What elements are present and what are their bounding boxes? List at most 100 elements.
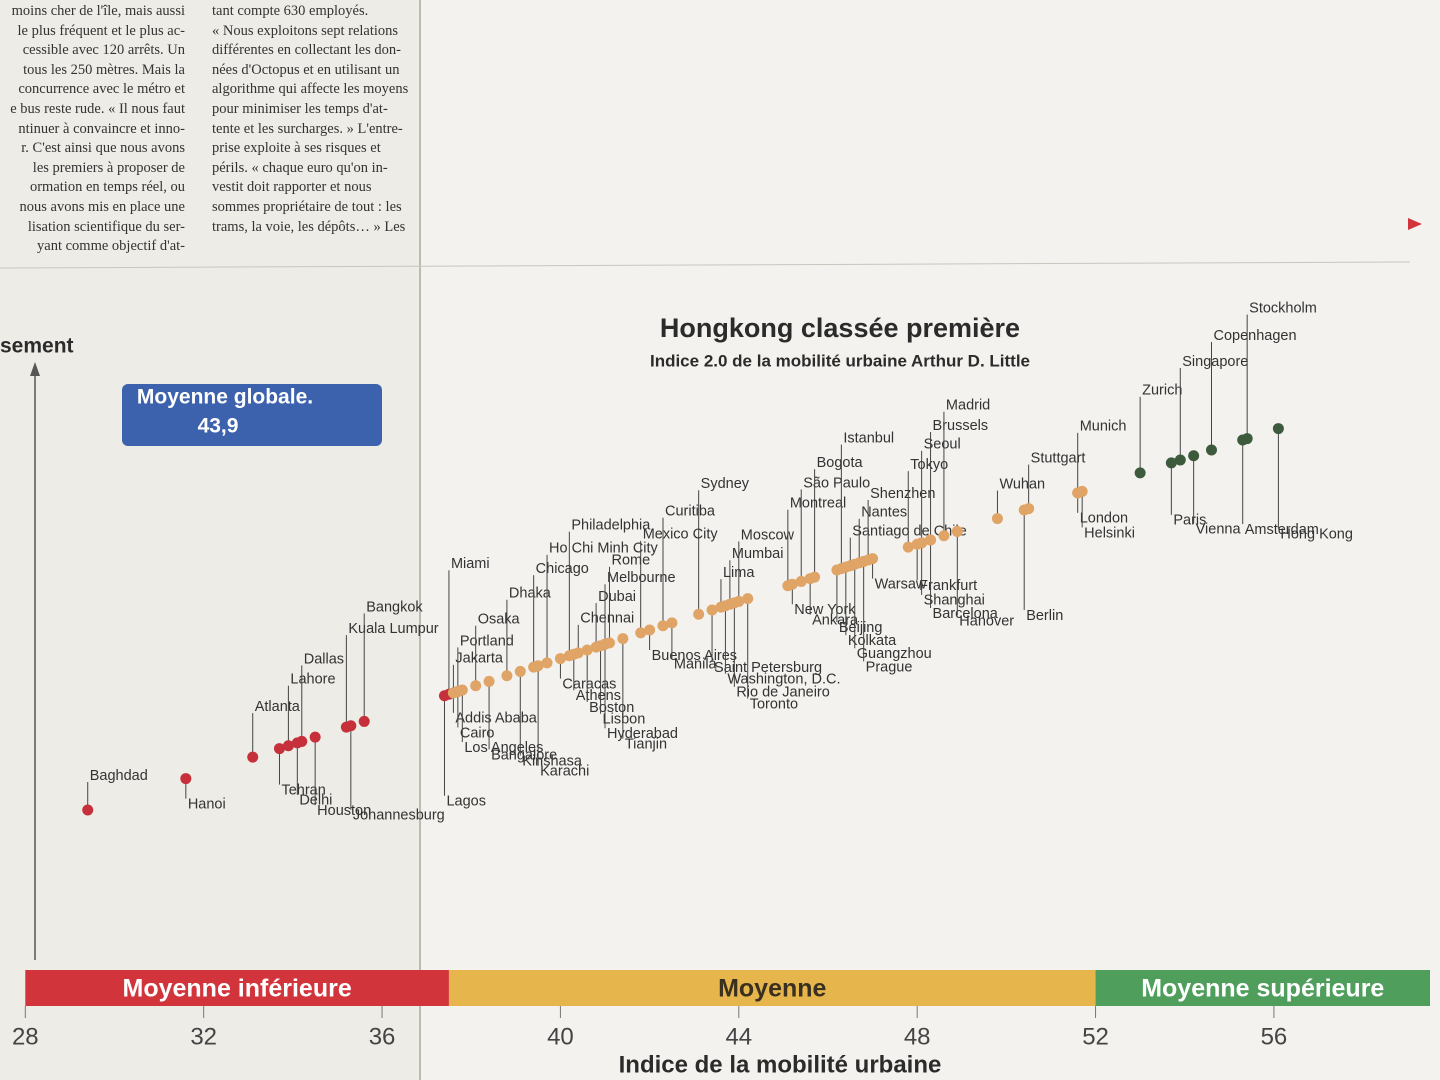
city-label: Brussels — [933, 418, 989, 434]
dot — [581, 644, 593, 656]
dot — [635, 627, 647, 639]
text-line: différentes en collectant les don- — [212, 42, 401, 59]
city-label: Santiago de Chile — [852, 524, 966, 540]
dot — [742, 593, 754, 605]
dot — [1205, 444, 1217, 456]
city-label: Tokyo — [910, 457, 948, 473]
city-label: Shenzhen — [870, 486, 935, 502]
city-label: Osaka — [478, 612, 521, 628]
x-tick-label: 56 — [1261, 1023, 1288, 1050]
band-label: Moyenne inférieure — [123, 975, 352, 1003]
band — [1095, 970, 1430, 1006]
dot — [282, 740, 294, 752]
text-line: concurrence avec le métro et — [18, 81, 185, 98]
chart-subtitle: Indice 2.0 de la mobilité urbaine Arthur… — [650, 351, 1030, 370]
city-label: Frankfurt — [919, 578, 977, 594]
city-label: Bogota — [817, 455, 864, 471]
dot — [345, 720, 357, 732]
average-label: Moyenne globale. — [137, 386, 313, 409]
dot — [296, 735, 308, 747]
continue-arrow — [1408, 218, 1422, 230]
city-label: Lagos — [446, 794, 486, 810]
city-label: Chicago — [536, 561, 589, 577]
dot — [786, 578, 798, 590]
city-label: Beijing — [839, 620, 883, 636]
dot — [1076, 485, 1088, 497]
text-line: les premiers à proposer de — [32, 159, 185, 176]
city-label: Curitiba — [665, 504, 716, 520]
text-line: pour minimiser les temps d'at- — [212, 100, 388, 117]
city-label: Istanbul — [843, 430, 894, 446]
chart-title: Hongkong classée première — [660, 313, 1020, 343]
city-label: Los Angeles — [464, 740, 543, 756]
dot — [1188, 450, 1200, 462]
city-label: Addis Ababa — [455, 711, 537, 727]
city-label: Singapore — [1182, 354, 1248, 370]
dot — [247, 751, 259, 763]
text-line: nous avons mis en place une — [19, 198, 185, 215]
text-line: ormation en temps réel, ou — [29, 179, 185, 196]
dot — [693, 608, 705, 620]
city-label: Guangzhou — [857, 646, 932, 662]
city-label: Portland — [460, 633, 514, 649]
city-label: Miami — [451, 556, 490, 572]
x-tick-label: 48 — [904, 1023, 931, 1050]
text-line: yant comme objectif d'at- — [37, 238, 185, 255]
text-line: ntinuer à convaincre et inno- — [18, 120, 185, 137]
city-label: Mumbai — [732, 546, 784, 562]
dot — [951, 525, 963, 537]
dot — [554, 653, 566, 665]
city-label: Stockholm — [1249, 300, 1317, 316]
city-label: Buenos Aires — [652, 648, 737, 664]
city-label: Rio de Janeiro — [736, 685, 830, 701]
city-label: Baghdad — [90, 768, 148, 784]
city-label: Cairo — [460, 725, 495, 741]
city-label: Johannesburg — [353, 808, 445, 824]
city-label: Bangkok — [366, 599, 423, 615]
city-label: Vienna — [1196, 522, 1242, 538]
text-line: tant compte 630 employés. — [212, 3, 369, 19]
average-value: 43,9 — [198, 415, 239, 438]
text-line: cessible avec 120 arrêts. Un — [22, 42, 185, 59]
dot — [902, 541, 914, 553]
band — [25, 970, 449, 1006]
dot — [1134, 467, 1146, 479]
city-label: Munich — [1080, 419, 1127, 435]
city-label: Dallas — [304, 651, 344, 667]
text-line: vestit doit rapporter et nous — [212, 179, 372, 196]
text-line: prise exploite à ses risques et — [212, 140, 381, 157]
dot — [1272, 423, 1284, 435]
text-line: tous les 250 mètres. Mais la — [23, 61, 185, 78]
city-label: Manila — [674, 657, 718, 673]
x-axis-title: Indice de la mobilité urbaine — [619, 1051, 942, 1078]
dot — [1165, 457, 1177, 469]
x-tick-label: 32 — [190, 1023, 217, 1050]
city-label: Lahore — [290, 672, 335, 688]
city-label: Stuttgart — [1031, 450, 1086, 466]
text-line: nées d'Octopus et en utilisant un — [212, 61, 400, 78]
dot — [470, 680, 482, 692]
dot — [603, 637, 615, 649]
text-line: tente et les surcharges. » L'entre- — [212, 120, 403, 137]
dot — [795, 575, 807, 587]
city-label: São Paulo — [803, 475, 870, 491]
city-label: Mexico City — [643, 527, 719, 543]
city-label: Berlin — [1026, 608, 1063, 624]
city-label: Prague — [866, 659, 913, 675]
city-label: Delhi — [299, 793, 332, 809]
city-label: Hanover — [959, 613, 1014, 629]
text-line: moins cher de l'île, mais aussi — [11, 3, 185, 19]
dot — [1023, 503, 1035, 515]
city-label: Nantes — [861, 505, 907, 521]
dot — [657, 620, 669, 632]
city-label: Washington, D.C. — [727, 672, 840, 688]
x-tick-label: 52 — [1082, 1023, 1109, 1050]
text-line: le plus fréquent et le plus ac- — [17, 22, 186, 39]
text-line: e bus reste rude. « Il nous faut — [10, 100, 185, 117]
city-label: Kolkata — [848, 633, 897, 649]
dot — [867, 553, 879, 565]
city-label: Amsterdam — [1245, 522, 1319, 538]
text-line: sommes propriétaire de tout : les — [212, 198, 402, 215]
city-label: Melbourne — [607, 570, 676, 586]
dot — [1241, 433, 1253, 445]
